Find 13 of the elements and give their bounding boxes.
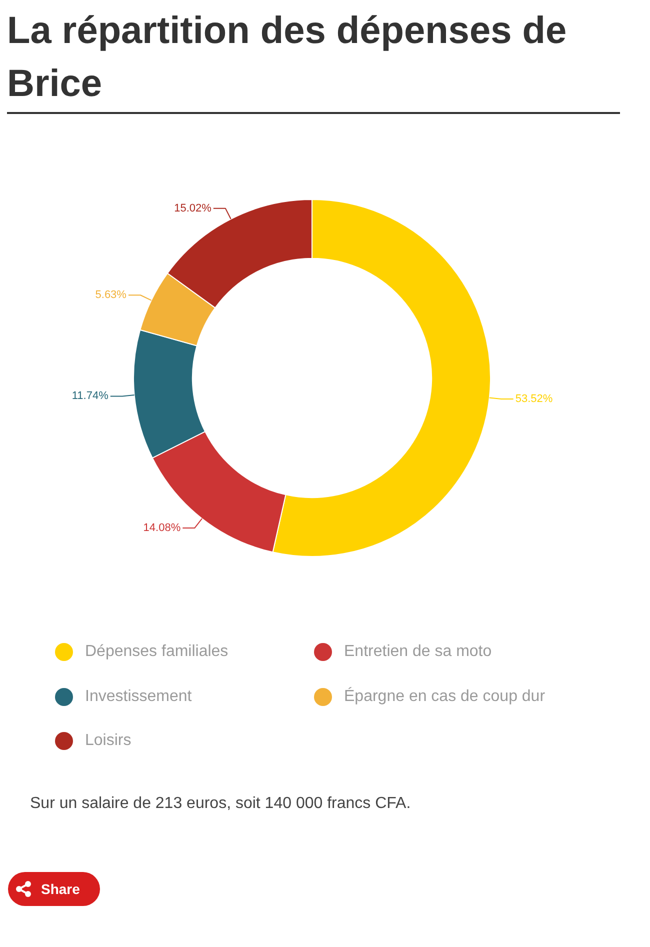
data-label: 15.02% bbox=[174, 202, 212, 214]
data-label: 53.52% bbox=[515, 393, 553, 406]
legend-label: Entretien de sa moto bbox=[344, 643, 492, 662]
data-label: 14.08% bbox=[143, 522, 181, 534]
chart-title: La répartition des dépenses de Brice bbox=[7, 9, 568, 107]
share-button[interactable]: Share bbox=[8, 872, 100, 906]
legend-label: Épargne en cas de coup dur bbox=[344, 688, 546, 706]
legend-label: Dépenses familiales bbox=[85, 643, 228, 662]
text: Sur un salaire de 213 euros, soit 140 000 francs CFA. bbox=[30, 794, 411, 814]
data-label: 11.74% bbox=[72, 390, 109, 402]
legend-label: Loisirs bbox=[85, 732, 132, 750]
legend-label: Investissement bbox=[85, 688, 192, 706]
data-label: 5.63% bbox=[95, 289, 127, 302]
